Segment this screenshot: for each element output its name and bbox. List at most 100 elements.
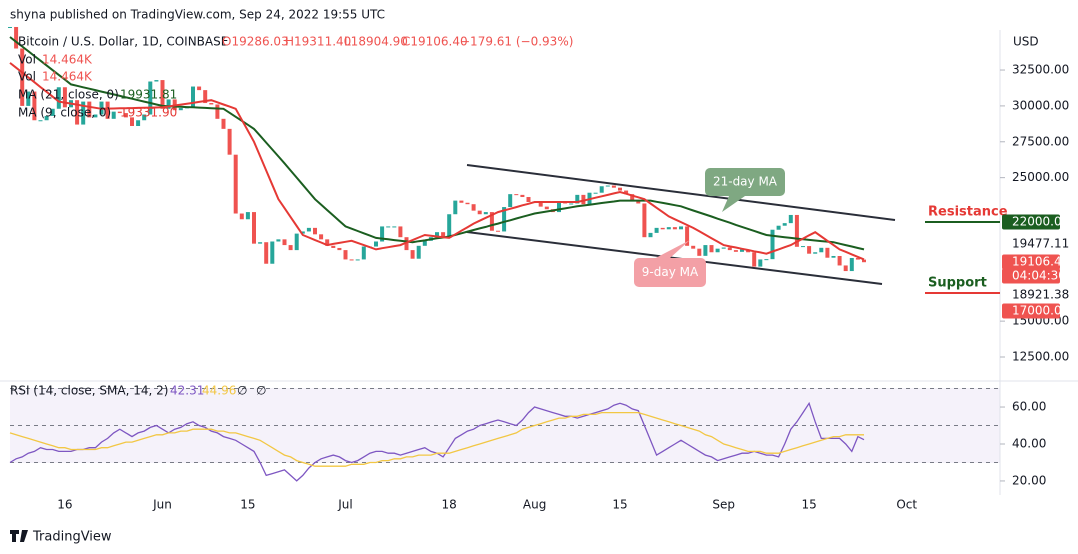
candle [306,227,311,232]
candle [685,226,690,246]
candle [361,246,366,260]
candle [239,213,244,220]
candle [709,245,714,253]
candle [294,233,299,251]
ohlc: C19106.40 [402,35,468,49]
candle [142,114,147,121]
candle [624,190,629,195]
candle [569,203,574,205]
x-tick-label: 15 [240,498,255,512]
support-label: Support [928,276,987,291]
candle [300,231,305,234]
candle [349,259,354,261]
candle [831,255,836,258]
candle [496,230,500,232]
footer-brand: TradingView [32,530,112,545]
rsi-legend-value: 42.31 [170,384,204,398]
candle [788,214,793,224]
ma-legend-value: 19331.90 [120,106,177,120]
candle [825,247,830,258]
x-tick-label: Sep [712,498,735,512]
candle [843,265,848,272]
x-tick-label: Jun [152,498,172,512]
candle [862,259,866,263]
x-tick-label: 15 [801,498,816,512]
candle [502,207,507,232]
candle [44,115,49,121]
candle [111,111,116,119]
candle [252,212,256,244]
price-tag [1002,287,1060,303]
candle [404,237,409,251]
annotation-pointer [655,240,690,258]
annotation-label: 21-day MA [713,175,778,189]
candle [154,80,159,82]
candle [245,212,250,220]
candle [319,234,324,240]
annotation-box [634,258,706,287]
candle [648,232,653,238]
candle [282,239,287,246]
candle [520,194,525,198]
volume-value: 14.464K [42,53,93,67]
x-tick-label: Oct [896,498,917,512]
candle [807,246,812,254]
candle [178,108,183,111]
candle [618,187,622,191]
candle [733,250,738,252]
candle [593,192,598,194]
price-tag-label: 04:04:30 [1012,269,1066,283]
candle [337,247,342,251]
candle [325,239,330,246]
candle [105,101,110,119]
candle [288,245,293,251]
volume-label: Vol [18,70,36,84]
candle [642,203,647,238]
x-tick-label: Jul [337,498,352,512]
annotation-box [705,168,785,196]
candle [630,194,635,202]
rsi-title: RSI (14, close, SMA, 14, 2) [10,384,168,398]
candle [679,226,683,230]
candle [81,101,86,125]
candle [721,247,726,249]
candle [459,200,464,203]
candle [849,258,854,272]
candle [136,120,141,126]
candle [672,227,677,230]
candle [697,248,702,256]
x-tick-label: 15 [612,498,627,512]
candle [764,259,769,261]
currency: USD [1013,35,1039,49]
line [9,411,864,467]
candle [782,223,787,226]
candle [703,245,708,256]
byline: shyna published on TradingView.com, Sep … [10,8,385,22]
candle [276,239,281,242]
ohlc: −179.61 (−0.93%) [460,35,573,49]
candle [203,90,208,104]
candle [727,247,732,251]
price-tag-label: 19477.11 [1012,237,1069,251]
rsi-tick-label: 40.00 [1012,436,1046,450]
line [9,62,865,261]
candle [654,227,659,233]
price-tag-label: 22000.00 [1012,215,1069,229]
candle [477,210,482,215]
candle [581,194,586,205]
ohlc: H19311.40 [285,35,351,49]
price-tag [1002,236,1060,252]
candle [465,202,470,205]
candle [331,245,336,248]
candle [191,86,195,108]
candle [38,120,43,122]
candle [441,232,446,238]
candle [62,87,67,108]
candle [160,80,165,109]
candle [514,194,519,196]
candle [123,113,128,118]
candle [636,201,641,204]
line [9,36,865,251]
candle [544,206,549,210]
candle [435,232,439,238]
